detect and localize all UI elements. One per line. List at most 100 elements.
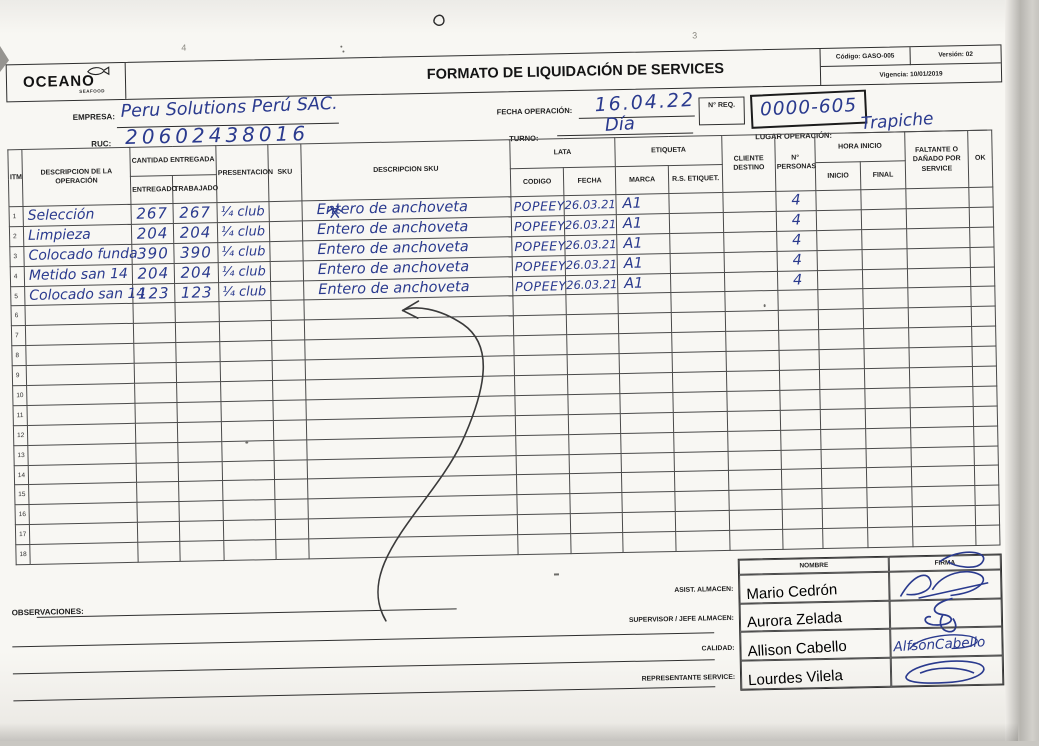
cell-presentacion: ¼ club: [217, 221, 270, 243]
logo-cell: OCEANO SEAFOOD: [6, 62, 127, 102]
cell-sku: [275, 519, 309, 540]
cell-hora-final: [861, 228, 908, 250]
col-header-final: FINAL: [860, 160, 906, 190]
cell-n-personas: [782, 508, 823, 530]
cell-row-number: 13: [13, 445, 29, 466]
cell-row-number: 4: [10, 266, 25, 287]
cell-sku: [273, 439, 308, 461]
cell-entregado: [137, 521, 180, 543]
cell-lata-codigo: [516, 493, 571, 515]
cell-entregado: [132, 302, 176, 324]
cell-lata-codigo: POPEEY: [510, 195, 565, 217]
cell-hora-inicio: [819, 348, 865, 370]
firma-supervisor: [889, 597, 1003, 633]
cell-entregado: [136, 481, 179, 503]
nombre-calidad: Allison Cabello: [740, 629, 891, 661]
cell-sku: [274, 459, 308, 480]
fecha-operacion-label: FECHA OPERACIÓN:: [496, 105, 573, 117]
cell-lata-fecha: [569, 492, 623, 514]
cell-operacion: Metido san 14: [24, 264, 133, 287]
cell-rs-etiquet: [671, 311, 726, 333]
firma-representante-service: [890, 655, 1004, 687]
nombre-asist-almacen: Mario Cedrón: [739, 571, 890, 604]
cell-lata-codigo: [517, 533, 572, 555]
cell-hora-inicio: [822, 507, 868, 529]
cell-cliente-destino: [726, 350, 780, 372]
cell-ok: [972, 385, 998, 407]
cell-lata-codigo: [513, 334, 568, 356]
cell-lata-codigo: [516, 474, 570, 496]
cell-presentacion: [218, 301, 272, 322]
cell-hora-final: [864, 387, 911, 409]
cell-sku: [270, 280, 304, 302]
cell-lata-codigo: POPEEY: [512, 255, 566, 277]
cell-presentacion: [220, 380, 273, 402]
cell-sku: [272, 399, 307, 421]
cell-faltante: [911, 485, 976, 507]
cell-faltante: [910, 406, 974, 428]
cell-cliente-destino: [724, 270, 778, 292]
cell-hora-final: [862, 268, 908, 290]
col-header-lata: LATA: [509, 137, 616, 169]
col-header-faltante: FALTANTE O DAÑADO POR SERVICE: [904, 130, 969, 189]
cell-ok: [975, 505, 1000, 526]
cell-faltante: [911, 465, 975, 488]
cell-cliente-destino: [722, 191, 777, 213]
cell-lata-codigo: [516, 454, 570, 476]
cell-lata-fecha: 26.03.21: [565, 274, 618, 296]
col-header-cantidad-entregada: CANTIDAD ENTREGADA: [129, 145, 217, 177]
role-asist-almacen: ASIST. ALMACEN:: [674, 585, 734, 595]
scan-speck: [340, 45, 343, 48]
cell-hora-inicio: [816, 209, 862, 231]
cell-presentacion: [222, 479, 275, 501]
liquidation-table-body: 1 Selección 267 267 ¼ club Entero de anc…: [9, 187, 1000, 565]
cell-lata-fecha: [570, 512, 623, 534]
cell-ok: [973, 405, 998, 427]
cell-trabajado: [176, 361, 221, 383]
cell-cliente-destino: [728, 449, 782, 471]
cell-faltante: [908, 306, 972, 329]
cell-sku: [274, 479, 308, 500]
cell-hora-inicio: [818, 328, 865, 350]
cell-etiqueta-marca: [619, 372, 673, 394]
cell-lata-codigo: POPEEY: [511, 215, 565, 237]
cell-cliente-destino: [724, 251, 778, 273]
document-meta-box: Código: GASO-005 Versión: 02 Vigencia: 1…: [819, 45, 1002, 85]
cell-lata-codigo: POPEEY: [511, 235, 566, 257]
cell-hora-inicio: [819, 388, 866, 410]
cell-ok: [969, 226, 994, 248]
observaciones-line: [13, 686, 716, 702]
cell-lata-fecha: [567, 393, 621, 415]
cell-operacion: [29, 542, 139, 565]
firma-asist-almacen: [889, 551, 1002, 601]
cell-n-personas: 4: [777, 270, 818, 291]
cell-ok: [975, 525, 1000, 546]
cell-lata-fecha: [565, 294, 619, 315]
nombre-supervisor: Aurora Zelada: [739, 600, 891, 633]
meta-codigo: Código: GASO-005: [820, 47, 911, 67]
cell-operacion: [25, 323, 134, 346]
handwritten-name: Aurora Zelada: [746, 609, 843, 632]
cell-cliente-destino: [727, 410, 781, 432]
col-header-rs-etiquet: R.S. ETIQUET.: [668, 164, 723, 194]
page-corner-shadow: [0, 46, 9, 72]
cell-etiqueta-marca: [621, 452, 675, 474]
cell-lata-fecha: [570, 532, 624, 554]
cell-sku: [269, 240, 304, 262]
cell-etiqueta-marca: [622, 531, 677, 553]
cell-lata-fecha: [569, 473, 622, 494]
col-header-etiqueta: ETIQUETA: [614, 135, 723, 167]
cell-presentacion: [219, 340, 273, 362]
cell-faltante: [912, 505, 976, 527]
cell-rs-etiquet: [674, 490, 730, 512]
cell-presentacion: ¼ club: [217, 241, 271, 263]
cell-hora-final: [861, 208, 907, 230]
cell-lata-codigo: [513, 314, 567, 336]
cell-entregado: [133, 342, 177, 364]
signature-scribble: [899, 551, 989, 599]
cell-ok: [974, 465, 999, 486]
cell-faltante: [909, 346, 973, 368]
cell-trabajado: 123: [174, 282, 219, 303]
observaciones-line: [12, 632, 715, 648]
scan-speck: [245, 441, 249, 444]
